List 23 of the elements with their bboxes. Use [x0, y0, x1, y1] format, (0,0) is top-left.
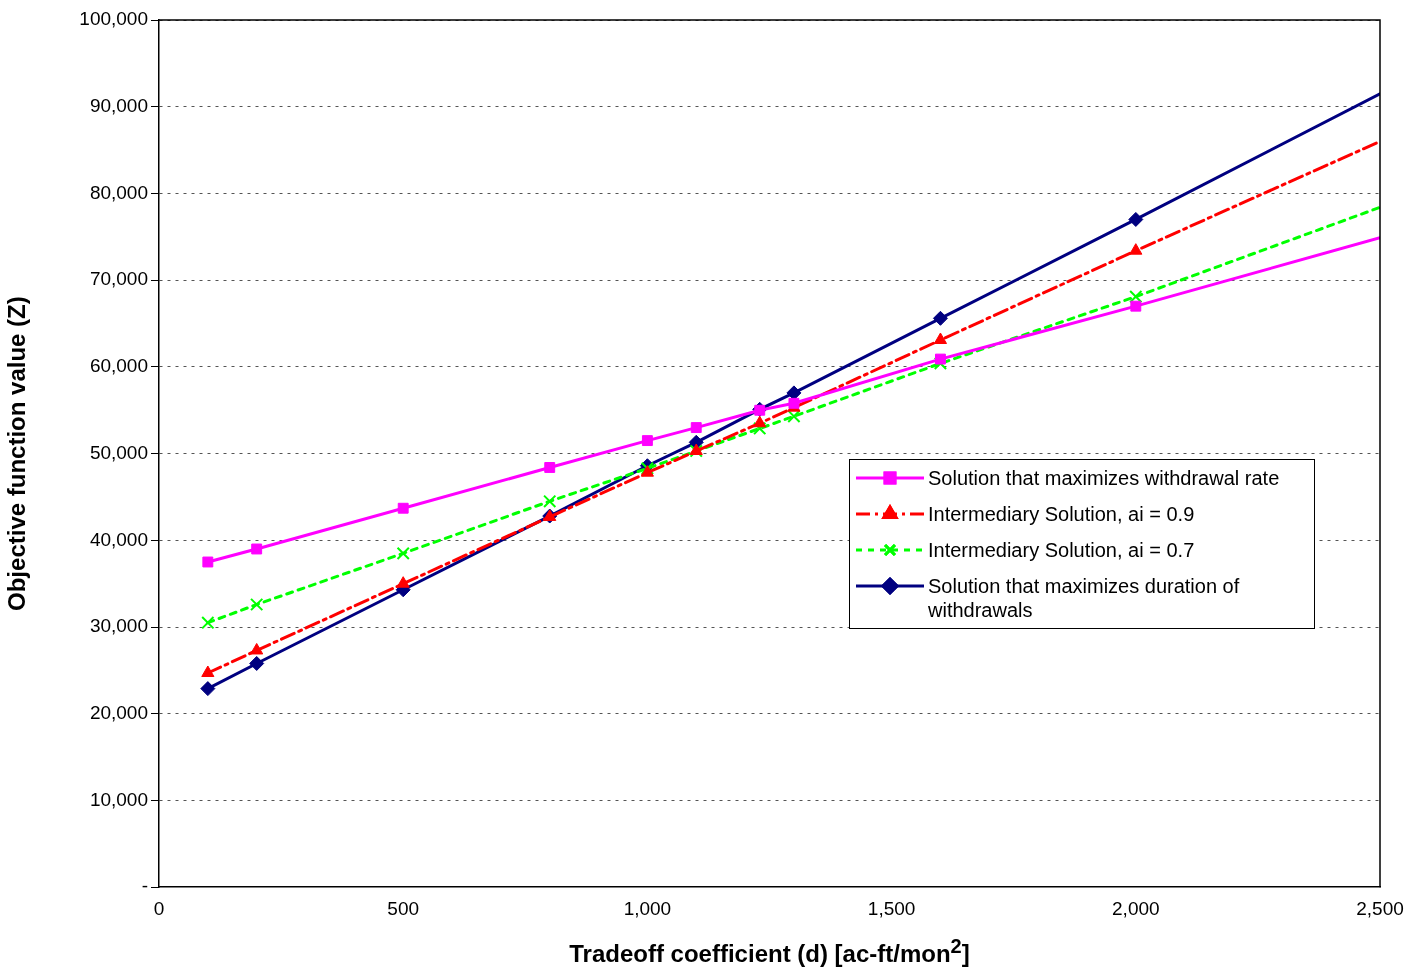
legend-label: Solution that maximizes duration of withdrawals	[928, 573, 1241, 622]
y-tick-label: 20,000	[89, 701, 148, 723]
y-tick-label: 30,000	[89, 615, 148, 637]
y-tick-label: 70,000	[89, 268, 148, 290]
y-tick-label: -	[141, 875, 148, 897]
x-tick-label: 0	[153, 897, 165, 919]
legend-label: Solution that maximizes withdrawal rate	[928, 465, 1280, 490]
legend-label: Intermediary Solution, ai = 0.9	[928, 501, 1195, 526]
y-axis-title: Objective function value (Z)	[3, 296, 31, 611]
x-tick-label: 1,000	[623, 897, 672, 919]
x-tick-label: 2,500	[1356, 897, 1404, 919]
x-tick-label: 2,000	[1112, 897, 1160, 919]
y-tick-label: 50,000	[89, 441, 148, 463]
y-tick-label: 40,000	[89, 528, 148, 550]
x-tick-label: 1,500	[867, 897, 916, 919]
y-tick-label: 100,000	[79, 8, 148, 30]
y-tick-label: 60,000	[89, 355, 148, 377]
legend-label: Intermediary Solution, ai = 0.7	[928, 537, 1195, 562]
y-tick-label: 80,000	[89, 181, 148, 203]
x-axis-title: Tradeoff coefficient (d) [ac-ft/mon$^{2}$]	[568, 935, 971, 969]
y-tick-label: 90,000	[89, 94, 148, 116]
y-tick-label: 10,000	[89, 788, 148, 810]
x-tick-label: 500	[387, 897, 420, 919]
